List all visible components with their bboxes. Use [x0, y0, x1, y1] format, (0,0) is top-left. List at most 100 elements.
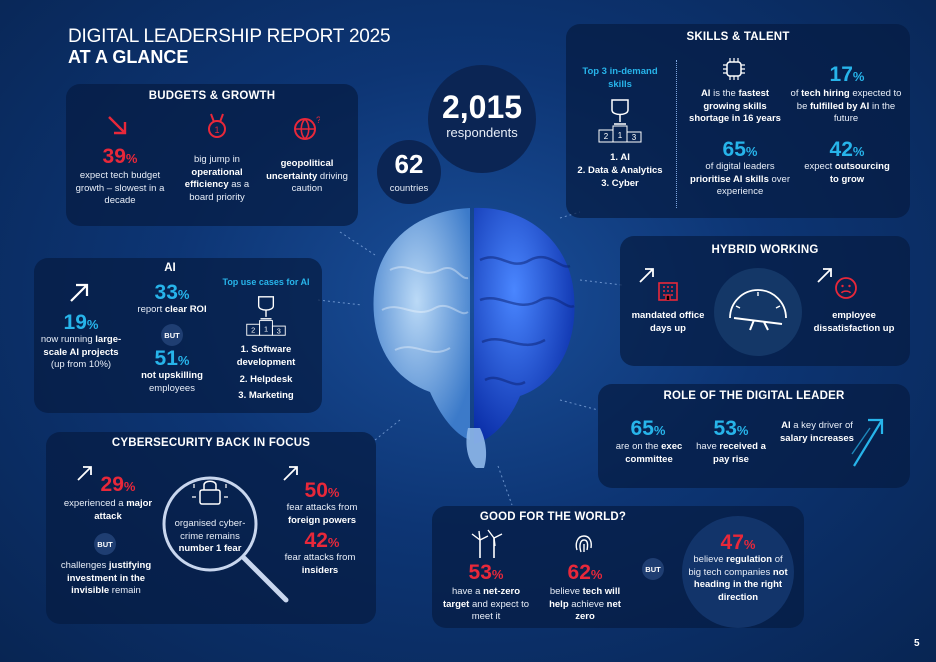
skills-item-1: 1. AI	[610, 152, 630, 163]
world-title: GOOD FOR THE WORLD?	[479, 511, 627, 523]
globe-question-icon: ?	[292, 114, 320, 142]
skills-17-text: of tech hiring expected to be fulfilled …	[790, 88, 902, 124]
svg-text:1: 1	[618, 131, 623, 140]
world-53-value: 53%	[468, 561, 504, 584]
countries-value: 62	[394, 149, 424, 179]
skills-panel: SKILLS & TALENT Top 3 in-demand skills 1…	[566, 24, 910, 218]
cyber-29-text: experienced a major attack	[63, 498, 153, 522]
svg-text:?: ?	[316, 115, 320, 125]
world-47-value: 47%	[720, 531, 756, 554]
world-47-text: believe regulation of big tech companies…	[688, 554, 788, 603]
role-panel: ROLE OF THE DIGITAL LEADER 65% are on th…	[598, 384, 910, 488]
ai-usecase-2: 2. Helpdesk	[239, 374, 293, 385]
arrow-down-right-icon	[106, 114, 130, 138]
arrow-up-right-icon	[76, 464, 94, 482]
hybrid-right-text: employee dissatisfaction up	[813, 310, 895, 334]
ai-but-badge: BUT	[161, 324, 183, 346]
skills-divider	[676, 60, 677, 208]
arrow-up-right-icon	[638, 266, 656, 284]
cyber-panel: CYBERSECURITY BACK IN FOCUS 29% experien…	[46, 432, 376, 624]
ai-33-value: 33%	[154, 281, 190, 304]
svg-text:3: 3	[632, 133, 637, 142]
svg-text:1: 1	[214, 125, 219, 135]
countries-label: countries	[389, 183, 429, 194]
skills-top3-label: Top 3 in-demand skills	[582, 66, 658, 90]
world-47-circle	[682, 516, 794, 628]
skills-65-value: 65%	[722, 138, 758, 161]
ai-usecases-title: Top use cases for AI	[222, 277, 310, 287]
role-ai-text: AI a key driver of salary increases	[780, 420, 854, 444]
respondents-label: respondents	[446, 125, 518, 140]
page-number: 5	[914, 638, 920, 649]
respondents-value: 2,015	[441, 89, 523, 125]
role-53-value: 53%	[713, 417, 749, 440]
skills-item-3: 3. Cyber	[601, 178, 639, 189]
medal-icon: 1	[204, 112, 230, 140]
sad-face-icon	[834, 276, 858, 300]
budgets-39-text: expect tech budget growth – slowest in a…	[75, 170, 165, 206]
ai-19-value: 19%	[63, 311, 99, 334]
fingerprint-icon	[572, 530, 596, 556]
building-icon	[656, 278, 680, 302]
budgets-geopolitical-text: geopolitical uncertainty driving caution	[266, 158, 348, 194]
skills-42-value: 42%	[829, 138, 865, 161]
ai-title: AI	[164, 262, 176, 274]
ai-usecase-3: 3. Marketing	[238, 390, 294, 401]
gauge-icon	[724, 284, 792, 332]
skills-42-text: expect outsourcing to grow	[804, 161, 890, 185]
world-but-badge: BUT	[642, 558, 664, 580]
ai-usecase-1: 1. Software development	[236, 344, 296, 368]
arrow-up-right-icon	[282, 464, 300, 482]
ai-19-text: now running large-scale AI projects (up …	[40, 334, 122, 370]
hybrid-title: HYBRID WORKING	[711, 244, 819, 256]
budgets-efficiency-text: big jump in operational efficiency as a …	[184, 154, 250, 203]
cyber-but-badge: BUT	[94, 533, 116, 555]
svg-text:2: 2	[604, 132, 609, 141]
role-53-text: have received a pay rise	[696, 441, 766, 465]
brain-chip-icon	[721, 56, 747, 82]
hybrid-panel: HYBRID WORKING mandated office days up e…	[620, 236, 910, 366]
budgets-title: BUDGETS & GROWTH	[148, 90, 276, 102]
world-62-value: 62%	[567, 561, 603, 584]
world-62-text: believe tech will help achieve net zero	[549, 586, 621, 622]
cyber-title: CYBERSECURITY BACK IN FOCUS	[111, 437, 311, 449]
ai-33-text: report clear ROI	[137, 304, 207, 315]
cyber-mid-text: organised cyber-crime remains number 1 f…	[174, 518, 246, 554]
skills-title: SKILLS & TALENT	[686, 31, 790, 43]
role-65-text: are on the exec committee	[615, 441, 683, 465]
wind-turbines-icon	[468, 528, 504, 558]
padlock-magnifier-icon	[156, 470, 296, 610]
skills-17-value: 17%	[829, 63, 865, 86]
cyber-42-value: 42%	[304, 529, 340, 552]
brain-illustration	[360, 200, 585, 470]
gauge-circle	[714, 268, 802, 356]
cyber-challenges-text: challenges justifying investment in the …	[60, 560, 152, 596]
cyber-50-text: fear attacks from foreign powers	[286, 502, 358, 526]
skills-item-2: 2. Data & Analytics	[577, 165, 663, 176]
skills-ai-shortage: AI is the fastest growing skills shortag…	[689, 88, 781, 124]
budgets-39-value: 39%	[102, 145, 138, 168]
role-title: ROLE OF THE DIGITAL LEADER	[663, 390, 845, 402]
ai-51-value: 51%	[154, 347, 190, 370]
arrow-up-right-icon	[816, 266, 834, 284]
cyber-50-value: 50%	[304, 479, 340, 502]
world-panel: GOOD FOR THE WORLD? 53% have a net-zero …	[432, 506, 804, 628]
cyber-29-value: 29%	[100, 473, 136, 496]
respondents-circle	[428, 65, 536, 173]
role-65-value: 65%	[630, 417, 666, 440]
report-title: DIGITAL LEADERSHIP REPORT 2025	[68, 26, 391, 47]
world-53-text: have a net-zero target and expect to mee…	[442, 586, 530, 622]
svg-text:3: 3	[277, 326, 281, 335]
hybrid-left-text: mandated office days up	[631, 310, 705, 334]
cyber-42-text: fear attacks from insiders	[284, 552, 356, 576]
svg-text:1: 1	[264, 325, 268, 334]
arrow-up-right-icon	[68, 280, 92, 304]
countries-circle	[377, 140, 441, 204]
report-subtitle: AT A GLANCE	[68, 47, 189, 67]
svg-text:2: 2	[251, 326, 255, 335]
rising-arrow-icon	[850, 414, 886, 470]
